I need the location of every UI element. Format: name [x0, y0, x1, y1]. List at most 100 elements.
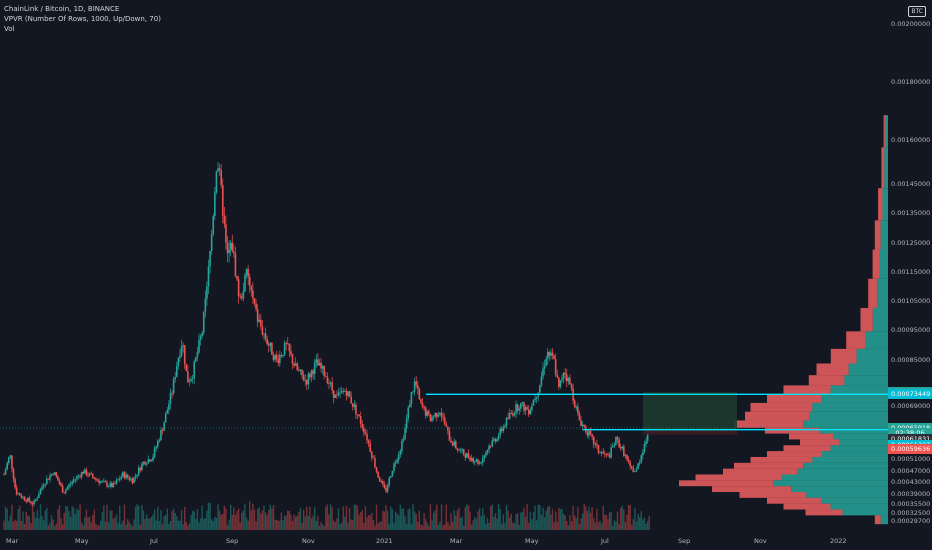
- candle-body: [377, 471, 379, 478]
- currency-button[interactable]: BTC: [908, 6, 926, 17]
- candle-body: [480, 462, 482, 464]
- candle-body: [397, 454, 400, 460]
- volume-bar: [58, 505, 61, 530]
- candle-body: [175, 365, 178, 377]
- candle-body: [336, 394, 338, 396]
- candle-body: [516, 404, 519, 411]
- volume-bar: [15, 520, 18, 530]
- volume-indicator-label[interactable]: Vol: [4, 25, 15, 33]
- volume-bar: [323, 525, 325, 530]
- volume-bar: [266, 515, 268, 530]
- volume-bar: [166, 508, 168, 530]
- volume-bar: [253, 509, 256, 530]
- volume-bar: [47, 525, 50, 530]
- volume-bar: [125, 524, 127, 530]
- volume-bar: [412, 504, 414, 530]
- candle-body: [55, 472, 58, 477]
- volume-bar: [306, 506, 308, 530]
- volume-bar: [226, 524, 229, 530]
- candle-body: [551, 352, 554, 356]
- candle-body: [141, 463, 143, 471]
- time-tick-label: Jul: [150, 537, 158, 545]
- volume-profile-up-row: [885, 115, 888, 148]
- volume-bar: [176, 516, 178, 530]
- volume-bar: [635, 521, 638, 530]
- candle-body: [405, 418, 408, 429]
- candle-body: [168, 404, 170, 411]
- volume-bar: [531, 519, 533, 530]
- candle-body: [9, 455, 12, 458]
- volume-bar: [320, 521, 322, 530]
- candle-body: [47, 478, 50, 480]
- candle-body: [228, 249, 230, 253]
- candle-body: [540, 376, 543, 386]
- volume-bar: [480, 516, 482, 530]
- candle-body: [202, 311, 205, 333]
- volume-bar: [380, 521, 382, 530]
- candle-body: [583, 424, 586, 427]
- candle-body: [467, 453, 470, 458]
- candle-body: [605, 453, 608, 455]
- candle-body: [369, 443, 371, 452]
- candle-body: [57, 476, 59, 481]
- price-tick-label: 0.00032500: [891, 508, 931, 517]
- candle-body: [637, 463, 639, 469]
- volume-bar: [272, 505, 275, 530]
- candle-body: [172, 379, 175, 394]
- time-tick-label: Sep: [226, 537, 239, 545]
- candle-body: [621, 446, 624, 449]
- price-tick-label: 0.00039000: [891, 489, 931, 498]
- candle-body: [407, 407, 410, 419]
- candle-body: [645, 441, 647, 444]
- candle-body: [466, 453, 468, 458]
- candle-body: [7, 457, 10, 464]
- candle-body: [565, 374, 568, 382]
- vpvr-indicator-label[interactable]: VPVR (Number Of Rows, 1000, Up/Down, 70): [4, 15, 161, 23]
- candle-body: [179, 355, 181, 358]
- volume-bar: [217, 504, 219, 530]
- candle-body: [304, 379, 307, 381]
- volume-bar: [54, 525, 56, 530]
- volume-bar: [618, 524, 620, 530]
- candle-body: [220, 170, 222, 186]
- candle-body: [280, 355, 283, 357]
- volume-bar: [535, 520, 538, 530]
- volume-bar: [329, 504, 332, 530]
- candle-body: [242, 291, 245, 299]
- candle-body: [231, 242, 234, 252]
- candle-body: [462, 449, 465, 455]
- volume-bar: [413, 511, 416, 530]
- volume-bar: [193, 511, 195, 530]
- candle-body: [569, 377, 571, 385]
- volume-bar: [74, 513, 77, 530]
- volume-bar: [648, 516, 650, 530]
- volume-profile-down-row: [816, 363, 849, 376]
- candle-body: [66, 487, 69, 490]
- volume-bar: [445, 504, 447, 530]
- symbol-title[interactable]: ChainLink / Bitcoin, 1D, BINANCE: [4, 5, 120, 13]
- volume-bar: [591, 507, 593, 530]
- candle-body: [134, 475, 137, 478]
- candle-body: [361, 423, 364, 428]
- volume-bar: [318, 525, 321, 530]
- candle-body: [255, 303, 257, 310]
- candle-body: [169, 392, 172, 405]
- candle-body: [428, 411, 430, 415]
- candle-body: [150, 460, 153, 462]
- volume-bar: [334, 522, 337, 530]
- volume-bar: [509, 517, 511, 530]
- volume-bar: [616, 511, 619, 530]
- candle-body: [256, 309, 259, 322]
- candle-body: [510, 413, 513, 414]
- candle-body: [619, 447, 622, 449]
- candle-body: [248, 276, 251, 286]
- volume-bar: [417, 521, 419, 530]
- candle-body: [218, 168, 221, 171]
- candle-body: [240, 296, 243, 299]
- candle-body: [182, 345, 184, 347]
- volume-bar: [174, 513, 176, 530]
- volume-bar: [244, 503, 246, 530]
- volume-bar: [298, 511, 300, 530]
- volume-bar: [214, 516, 216, 530]
